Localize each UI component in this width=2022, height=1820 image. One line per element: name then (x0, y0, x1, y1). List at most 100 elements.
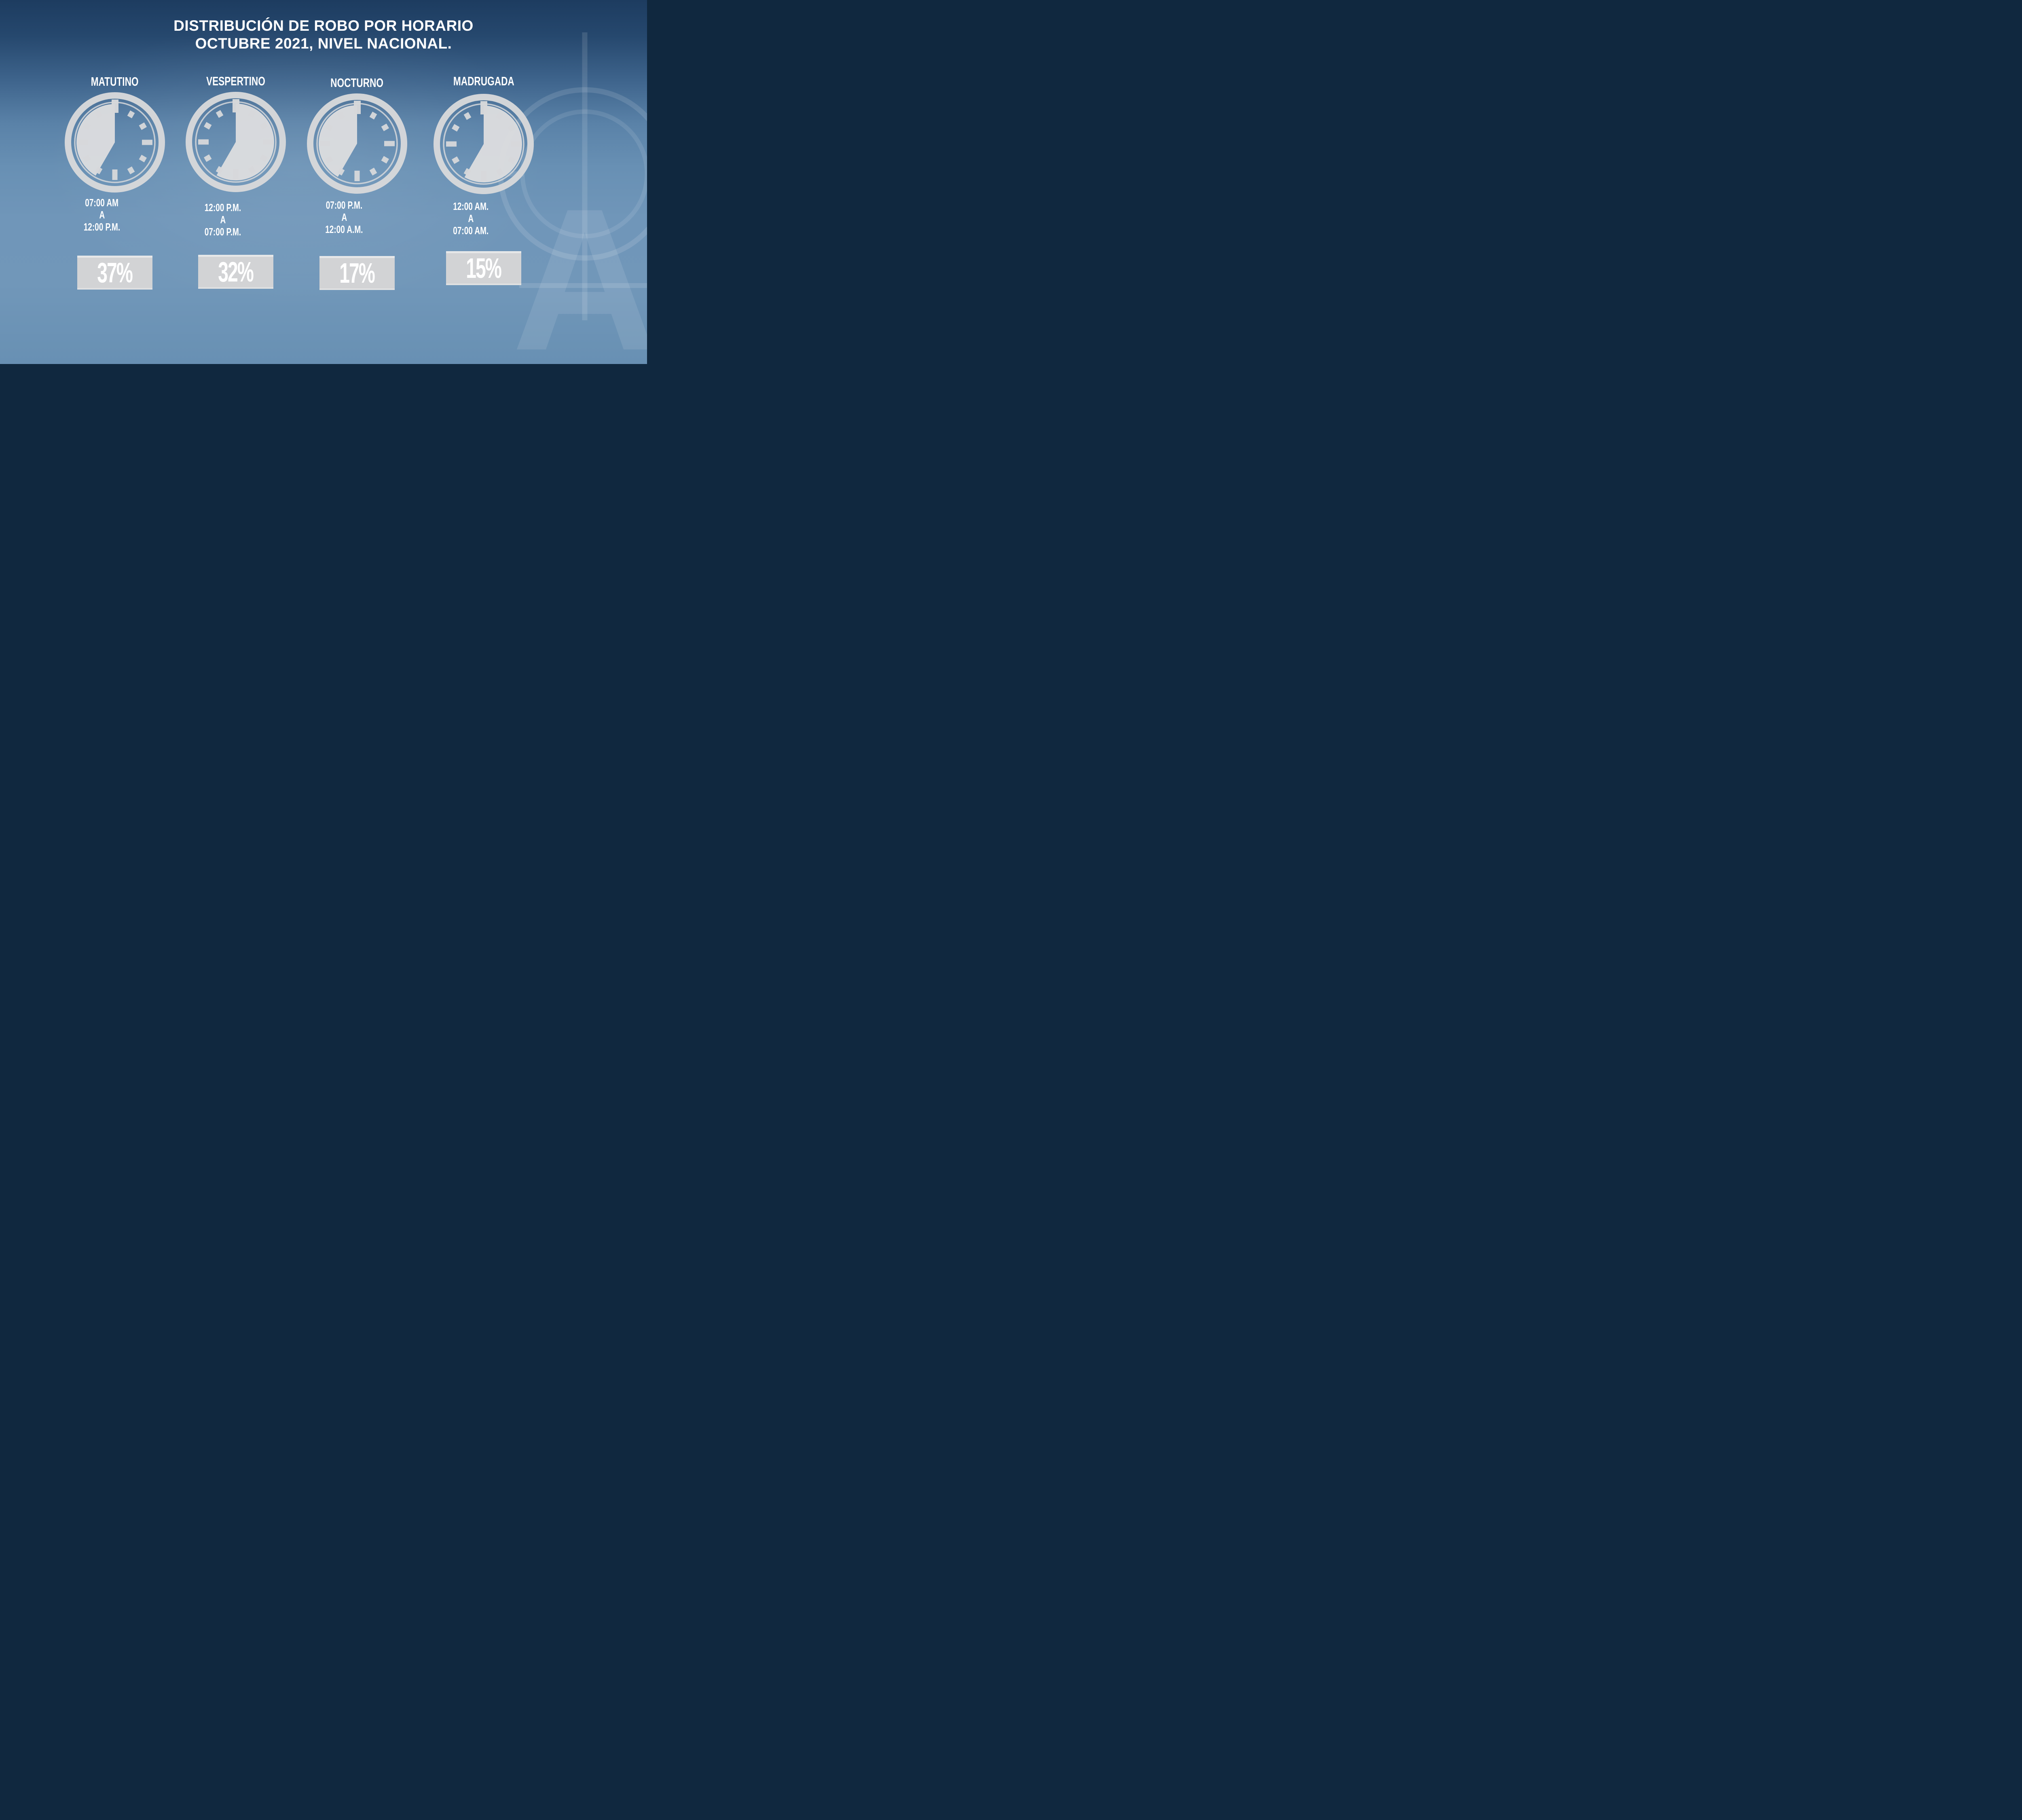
clock-tick (82, 122, 91, 130)
clock-tick (216, 110, 224, 118)
period-column-nocturno: NOCTURNO 07:00 P.M. A 12:00 A.M. 17% (300, 0, 414, 364)
clock-tick (248, 166, 256, 174)
clock-tick (319, 141, 330, 146)
time-range: 07:00 P.M. A 12:00 A.M. (300, 199, 388, 235)
period-label: VESPERTINO (206, 74, 265, 88)
clock-face-svg (186, 92, 286, 192)
clock-tick (127, 166, 135, 175)
time-connector: A (99, 209, 105, 221)
percent-badge: 37% (77, 256, 152, 290)
clock-icon (64, 92, 165, 193)
clock-tick (446, 141, 457, 147)
clock-tick (216, 166, 224, 174)
clock-tick (508, 156, 516, 164)
clock-tick (325, 156, 333, 164)
time-to: 12:00 A.M. (325, 223, 363, 235)
clock-tick (496, 112, 504, 120)
clock-face-svg (434, 94, 534, 194)
clock-tick (451, 156, 460, 164)
time-to: 07:00 P.M. (204, 226, 241, 238)
page-title: DISTRIBUCIÓN DE ROBO POR HORARIO OCTUBRE… (0, 17, 647, 53)
time-from: 07:00 P.M. (326, 199, 363, 211)
clock-icon (185, 91, 286, 193)
clock-tick (142, 140, 152, 145)
clock-face-svg (65, 92, 165, 193)
clock-tick (82, 154, 91, 163)
time-from: 12:00 P.M. (204, 201, 241, 214)
percent-value: 37% (97, 257, 133, 288)
clock-wedge (464, 106, 522, 182)
time-to: 12:00 P.M. (83, 221, 121, 233)
clock-tick (508, 124, 516, 132)
period-column-matutino: MATUTINO 07:00 AM A 12:00 P.M. 37% (58, 0, 171, 364)
clock-tick (369, 111, 377, 120)
percent-value: 17% (339, 257, 376, 289)
clock-tick (463, 168, 472, 176)
watermark-letter-a: A (512, 166, 647, 364)
clock-icon (307, 93, 408, 194)
time-range: 12:00 AM. A 07:00 AM. (427, 200, 514, 237)
clock-tick (384, 141, 395, 146)
station-watermark: A (497, 32, 647, 364)
clock-12-hand (354, 101, 361, 114)
percent-badge: 32% (198, 255, 273, 289)
clock-tick (203, 154, 212, 162)
clock-tick (139, 122, 147, 130)
period-label: MADRUGADA (453, 74, 514, 88)
clock-face-svg (307, 93, 407, 194)
time-range: 12:00 P.M. A 07:00 P.M. (179, 201, 266, 238)
clock-tick (381, 123, 389, 131)
clock-tick (381, 156, 389, 164)
clock-tick (463, 112, 472, 120)
clock-tick (481, 171, 486, 182)
clock-ring (307, 93, 407, 194)
clock-ring (434, 94, 534, 194)
clock-tick (496, 168, 504, 176)
time-connector: A (220, 214, 226, 226)
clock-tick (263, 139, 273, 145)
clock-tick (337, 111, 345, 120)
clock-ring (65, 92, 165, 193)
infographic-canvas: A DISTRIBUCIÓN DE ROBO POR HORARIO OCTUB… (0, 0, 647, 364)
percent-value: 15% (466, 252, 502, 284)
clock-12-hand (233, 99, 239, 112)
title-line-1: DISTRIBUCIÓN DE ROBO POR HORARIO (173, 17, 474, 34)
time-range: 07:00 AM A 12:00 P.M. (58, 197, 146, 233)
clock-tick (203, 122, 212, 130)
percent-value: 32% (218, 256, 254, 288)
clock-tick (198, 139, 209, 145)
clock-tick (95, 110, 103, 119)
time-connector: A (341, 211, 347, 223)
percent-badge: 15% (446, 251, 521, 285)
clock-tick (511, 141, 521, 147)
clock-tick (369, 167, 377, 176)
clock-tick (260, 122, 268, 130)
time-connector: A (468, 212, 474, 224)
time-from: 07:00 AM (85, 197, 119, 209)
clock-12-hand (480, 101, 487, 114)
clock-tick (325, 123, 333, 131)
clock-ring (186, 92, 286, 192)
clock-tick (95, 166, 103, 175)
period-label: NOCTURNO (330, 76, 384, 90)
period-column-madrugada: MADRUGADA 12:00 AM. A 07:00 AM. 15% (427, 0, 540, 364)
period-column-vespertino: VESPERTINO 12:00 P.M. A 07:00 P.M. 32% (179, 0, 292, 364)
clock-tick (233, 169, 239, 180)
clock-tick (337, 167, 345, 176)
clock-icon (433, 93, 534, 195)
clock-wedge (216, 104, 274, 180)
period-label: MATUTINO (91, 74, 139, 89)
percent-badge: 17% (319, 256, 395, 290)
time-to: 07:00 AM. (453, 224, 489, 237)
clock-tick (139, 154, 147, 163)
clock-tick (127, 110, 135, 119)
clock-tick (77, 140, 88, 145)
time-from: 12:00 AM. (453, 200, 489, 212)
clock-tick (248, 110, 256, 118)
clock-tick (112, 169, 118, 180)
clock-tick (451, 124, 460, 132)
clock-tick (354, 171, 360, 181)
clock-12-hand (112, 99, 118, 113)
clock-tick (260, 154, 268, 162)
title-line-2: OCTUBRE 2021, NIVEL NACIONAL. (195, 35, 452, 52)
